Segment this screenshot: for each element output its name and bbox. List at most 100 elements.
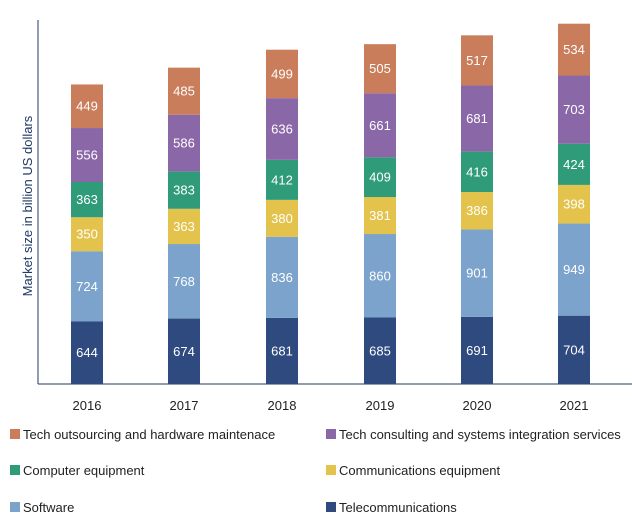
bar-stack-2016: 644 724 350 363 556 449 — [71, 84, 103, 384]
data-label: 691 — [466, 343, 488, 358]
bar-segment — [168, 67, 200, 115]
data-label: 386 — [466, 203, 488, 218]
x-tick-label: 2018 — [268, 398, 297, 413]
y-axis-label: Market size in billion US dollars — [20, 115, 35, 296]
data-label: 449 — [76, 99, 98, 114]
bar-segment — [364, 197, 396, 235]
data-label: 485 — [173, 84, 195, 99]
axes — [37, 20, 632, 385]
legend-item: Tech consulting and systems integration … — [326, 427, 621, 442]
bar-segment — [168, 244, 200, 319]
bar-segment — [168, 318, 200, 384]
legend-label: Tech consulting and systems integration … — [339, 427, 621, 442]
bar-segment — [266, 98, 298, 160]
bar-segment — [558, 315, 590, 384]
data-label: 949 — [563, 262, 585, 277]
data-label: 383 — [173, 183, 195, 198]
bar-segment — [364, 157, 396, 198]
legend-label: Tech outsourcing and hardware maintenace — [23, 427, 275, 442]
bar-segment — [168, 171, 200, 209]
bar-segment — [364, 93, 396, 158]
data-label: 901 — [466, 266, 488, 281]
bar-segment — [558, 143, 590, 185]
legend-swatch — [326, 429, 336, 439]
data-label: 416 — [466, 164, 488, 179]
bar-segment — [364, 234, 396, 318]
bar-segment — [461, 35, 493, 86]
data-label: 704 — [563, 342, 585, 357]
data-label: 681 — [466, 111, 488, 126]
legend-item: Computer equipment — [10, 463, 145, 478]
bar-segment — [461, 316, 493, 384]
data-label: 644 — [76, 345, 98, 360]
data-label: 674 — [173, 344, 195, 359]
data-label: 860 — [369, 268, 391, 283]
bar-segment — [558, 75, 590, 144]
bar-segment — [461, 192, 493, 230]
legend-label: Computer equipment — [23, 463, 145, 478]
bar-stack-2020: 691 901 386 416 681 517 — [461, 35, 493, 384]
data-label: 398 — [563, 197, 585, 212]
legend: Tech outsourcing and hardware maintenace… — [10, 427, 621, 515]
data-label: 586 — [173, 136, 195, 151]
bar-segment — [71, 182, 103, 218]
bar-segment — [71, 84, 103, 129]
legend-swatch — [10, 429, 20, 439]
bar-segment — [266, 236, 298, 318]
data-label: 768 — [173, 274, 195, 289]
legend-item: Tech outsourcing and hardware maintenace — [10, 427, 275, 442]
data-label: 409 — [369, 170, 391, 185]
bar-stack-2021: 704 949 398 424 703 534 — [558, 23, 590, 384]
legend-label: Communications equipment — [339, 463, 501, 478]
data-label: 380 — [271, 211, 293, 226]
data-label: 724 — [76, 279, 98, 294]
legend-swatch — [10, 502, 20, 512]
bars: 644 724 350 363 556 449 674 768 363 383 586 485 681 8… — [71, 23, 590, 384]
data-label: 636 — [271, 122, 293, 137]
legend-item: Communications equipment — [326, 463, 501, 478]
legend-label: Telecommunications — [339, 500, 457, 515]
data-label: 363 — [76, 192, 98, 207]
data-label: 412 — [271, 172, 293, 187]
bar-segment — [71, 128, 103, 183]
data-label: 350 — [76, 227, 98, 242]
bar-segment — [168, 208, 200, 245]
bar-segment — [364, 44, 396, 94]
data-label: 703 — [563, 102, 585, 117]
data-label: 556 — [76, 148, 98, 163]
bar-stack-2017: 674 768 363 383 586 485 — [168, 67, 200, 384]
bar-segment — [71, 321, 103, 384]
legend-item: Software — [10, 500, 74, 515]
bar-segment — [461, 85, 493, 152]
legend-swatch — [326, 465, 336, 475]
x-tick-label: 2020 — [463, 398, 492, 413]
x-tick-label: 2019 — [366, 398, 395, 413]
bar-segment — [71, 251, 103, 322]
bar-stack-2019: 685 860 381 409 661 505 — [364, 44, 396, 384]
bar-segment — [558, 184, 590, 224]
legend-swatch — [10, 465, 20, 475]
bar-segment — [558, 223, 590, 316]
x-tick-labels: 2016 2017 2018 2019 2020 2021 — [73, 398, 589, 413]
bar-segment — [266, 49, 298, 99]
x-tick-label: 2016 — [73, 398, 102, 413]
data-label: 499 — [271, 66, 293, 81]
bar-segment — [71, 217, 103, 252]
data-label: 836 — [271, 270, 293, 285]
data-label: 534 — [563, 42, 585, 57]
bar-segment — [461, 151, 493, 193]
data-label: 505 — [369, 61, 391, 76]
legend-label: Software — [23, 500, 74, 515]
bar-segment — [364, 317, 396, 384]
bar-segment — [168, 114, 200, 172]
data-label: 424 — [563, 157, 585, 172]
data-label: 661 — [369, 118, 391, 133]
bar-segment — [266, 199, 298, 237]
bar-segment — [461, 229, 493, 317]
bar-segment — [266, 159, 298, 200]
bar-segment — [558, 23, 590, 76]
legend-item: Telecommunications — [326, 500, 457, 515]
legend-swatch — [326, 502, 336, 512]
bar-segment — [266, 317, 298, 384]
